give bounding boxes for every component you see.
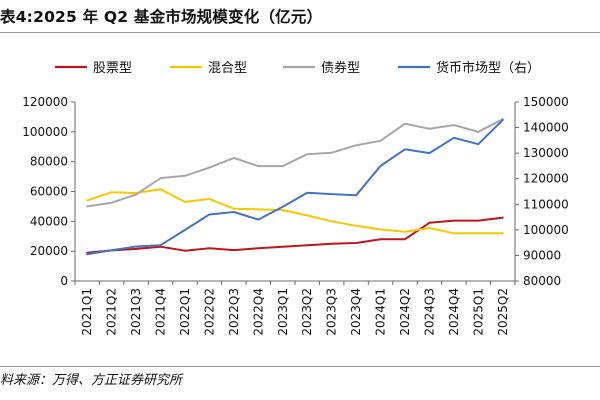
- series-line-1: [86, 216, 504, 254]
- x-tick-label: 2023Q4: [349, 288, 363, 336]
- x-tick-label: 2022Q3: [227, 288, 241, 336]
- x-tick-label: 2022Q2: [202, 288, 216, 336]
- source-divider: [0, 366, 600, 367]
- y-right-tick-label: 110000: [523, 197, 569, 211]
- y-left-tick-label: 40000: [30, 214, 68, 228]
- y-left-tick-label: 60000: [30, 185, 68, 199]
- chart-series: [86, 118, 504, 256]
- title-divider: [0, 32, 600, 33]
- y-left-tick-label: 120000: [22, 95, 68, 109]
- y-right-tick-label: 80000: [523, 274, 561, 288]
- x-tick-label: 2023Q2: [300, 288, 314, 336]
- chart-title: 表4:2025 年 Q2 基金市场规模变化（亿元）: [0, 8, 323, 26]
- y-left-tick-label: 20000: [30, 244, 68, 258]
- x-tick-label: 2023Q1: [276, 288, 290, 336]
- y-left-tick-label: 80000: [30, 155, 68, 169]
- series-line-3: [86, 118, 504, 208]
- series-line-4: [86, 118, 504, 256]
- legend-label-3: 债券型: [321, 60, 360, 76]
- x-tick-label: 2024Q2: [398, 288, 412, 336]
- x-tick-label: 2022Q1: [178, 288, 192, 336]
- legend-label-2: 混合型: [208, 61, 247, 76]
- x-tick-label: 2024Q1: [374, 288, 388, 336]
- chart-axes: 0 20000 40000 60000 80000 100000 120000 80000 90…: [22, 95, 569, 336]
- y-right-tick-label: 130000: [523, 146, 569, 160]
- y-right-tick-label: 150000: [523, 95, 569, 109]
- source-note: 料来源：万得、方正证券研究所: [0, 373, 183, 388]
- legend-label-4: 货币市场型（右）: [436, 60, 540, 76]
- x-tick-label: 2025Q1: [471, 288, 485, 336]
- x-tick-label: 2021Q3: [129, 288, 143, 336]
- x-tick-label: 2024Q4: [447, 288, 461, 336]
- y-right-tick-label: 140000: [523, 121, 569, 135]
- x-tick-label: 2021Q1: [80, 288, 94, 336]
- y-left-tick-label: 100000: [22, 125, 68, 139]
- y-right-tick-label: 100000: [523, 223, 569, 237]
- y-right-tick-label: 90000: [523, 248, 561, 262]
- y-right-tick-label: 120000: [523, 172, 569, 186]
- x-tick-label: 2021Q4: [154, 288, 168, 336]
- x-tick-label: 2025Q2: [496, 288, 510, 336]
- x-tick-label: 2023Q3: [325, 288, 339, 336]
- legend-label-1: 股票型: [93, 61, 132, 76]
- chart-legend: 股票型 混合型 债券型 货币市场型（右）: [55, 60, 540, 76]
- y-left-tick-label: 0: [60, 274, 68, 288]
- series-line-2: [86, 188, 504, 235]
- x-tick-label: 2022Q4: [251, 288, 265, 336]
- x-tick-label: 2021Q2: [105, 288, 119, 336]
- x-tick-label: 2024Q3: [422, 288, 436, 336]
